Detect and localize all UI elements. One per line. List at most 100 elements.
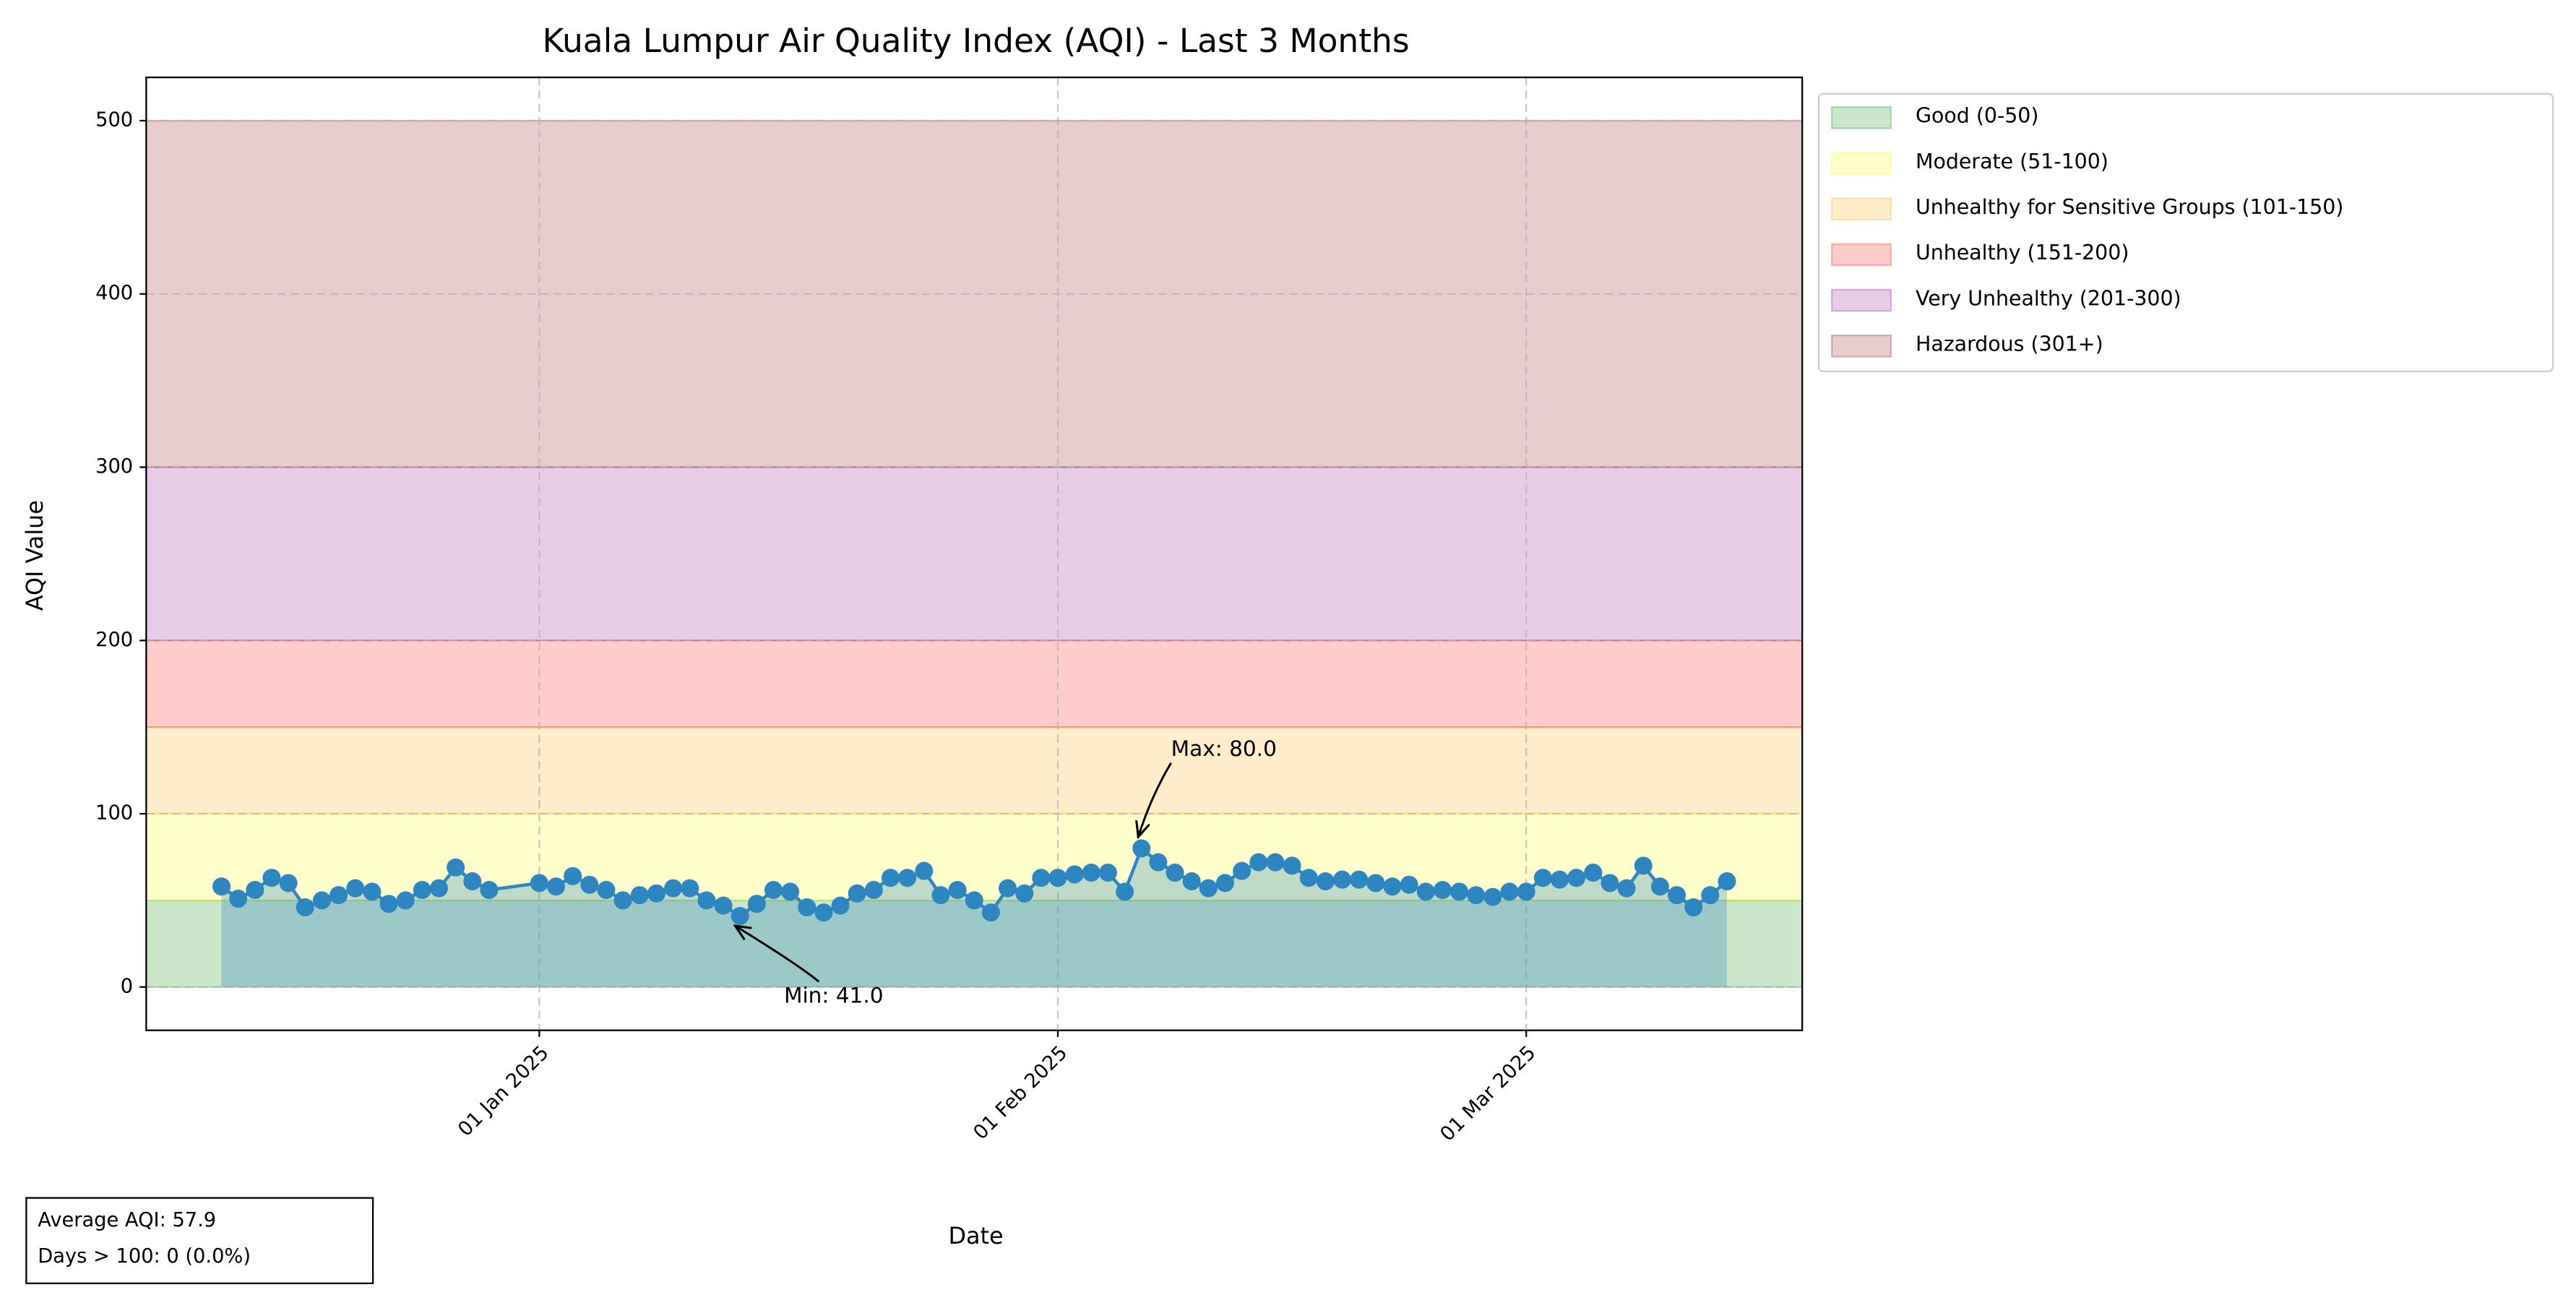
point <box>1166 864 1184 882</box>
point <box>1299 869 1318 887</box>
y-tick-label: 100 <box>95 802 133 825</box>
point <box>630 886 649 905</box>
x-axis-label: Date <box>948 1222 1003 1249</box>
legend-box <box>1817 92 2554 373</box>
stats-text: Days > 100: 0 (0.0%) <box>38 1245 251 1268</box>
point <box>1199 879 1218 898</box>
point <box>1684 898 1703 917</box>
legend-swatch <box>1830 106 1892 129</box>
point <box>1650 877 1669 896</box>
point <box>697 891 716 910</box>
point <box>1584 864 1603 882</box>
point <box>831 896 850 915</box>
aqi-band <box>145 640 1804 728</box>
annotation-text: Max: 80.0 <box>1171 736 1277 761</box>
point <box>547 877 566 896</box>
point <box>613 891 632 910</box>
point <box>1316 872 1335 891</box>
point <box>329 886 348 905</box>
point <box>1065 865 1084 884</box>
aqi-band <box>145 726 1804 815</box>
point <box>731 907 749 926</box>
y-tick-label: 400 <box>95 282 133 304</box>
x-tick-label: 01 Mar 2025 <box>1436 1041 1540 1145</box>
legend-swatch <box>1830 152 1892 175</box>
point <box>1048 869 1067 887</box>
point <box>1634 856 1653 875</box>
point <box>898 869 917 887</box>
point <box>681 879 699 898</box>
point <box>1233 861 1252 880</box>
point <box>999 879 1017 898</box>
legend-label: Good (0-50) <box>1916 104 2038 128</box>
point <box>463 872 482 891</box>
legend-swatch <box>1830 197 1892 221</box>
point <box>580 875 599 894</box>
y-tick-label: 300 <box>95 455 133 478</box>
point <box>647 884 665 903</box>
point <box>597 881 616 900</box>
aqi-band <box>145 466 1804 642</box>
point <box>1116 882 1134 901</box>
plot-frame <box>145 76 1804 1031</box>
annotation-arrow <box>735 926 820 983</box>
point <box>447 858 465 877</box>
point <box>379 895 398 913</box>
point <box>530 874 548 892</box>
legend-label: Very Unhealthy (201-300) <box>1916 286 2181 310</box>
point <box>1266 853 1285 872</box>
point <box>1182 872 1201 891</box>
point <box>1483 887 1502 906</box>
point <box>229 890 248 908</box>
point <box>1533 869 1552 887</box>
y-tick-label: 500 <box>95 109 133 132</box>
legend-swatch <box>1830 334 1892 358</box>
point <box>363 882 382 901</box>
point <box>1082 864 1100 882</box>
point <box>1215 874 1234 892</box>
x-tick-label: 01 Feb 2025 <box>969 1041 1072 1144</box>
point <box>881 869 900 887</box>
chart-title: Kuala Lumpur Air Quality Index (AQI) - L… <box>542 22 1409 60</box>
point <box>1350 870 1369 889</box>
point <box>1601 874 1619 892</box>
legend-label: Hazardous (301+) <box>1916 332 2103 356</box>
point <box>848 884 866 903</box>
point <box>1718 872 1736 891</box>
point <box>764 881 783 900</box>
point <box>948 881 967 900</box>
point <box>1701 886 1720 905</box>
point <box>1283 856 1301 875</box>
x-tick-label: 01 Jan 2025 <box>454 1041 553 1140</box>
point <box>981 903 1000 922</box>
point <box>1467 886 1486 905</box>
legend-label: Moderate (51-100) <box>1916 150 2108 173</box>
point <box>1617 879 1636 898</box>
point <box>564 866 582 885</box>
point <box>1416 882 1435 901</box>
point <box>1098 864 1117 882</box>
point <box>814 903 833 922</box>
point <box>296 898 314 917</box>
point <box>1550 870 1569 889</box>
y-tick-label: 200 <box>95 629 133 651</box>
point <box>781 882 800 901</box>
point <box>1383 877 1402 896</box>
annotation-arrow <box>1138 762 1172 837</box>
point <box>747 895 766 913</box>
point <box>396 891 415 910</box>
point <box>1249 853 1268 872</box>
point <box>1567 869 1586 887</box>
point <box>346 879 365 898</box>
y-axis-label: AQI Value <box>21 500 48 611</box>
point <box>931 886 950 905</box>
point <box>1333 870 1352 889</box>
point <box>1132 839 1151 858</box>
point <box>1433 881 1452 900</box>
annotation-text: Min: 41.0 <box>784 983 884 1007</box>
stats-text: Average AQI: 57.9 <box>38 1209 216 1231</box>
point <box>246 881 264 900</box>
point <box>312 891 331 910</box>
